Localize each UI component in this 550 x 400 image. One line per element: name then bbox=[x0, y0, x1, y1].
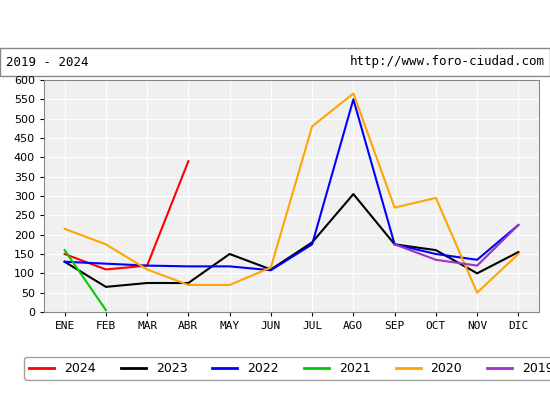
Legend: 2024, 2023, 2022, 2021, 2020, 2019: 2024, 2023, 2022, 2021, 2020, 2019 bbox=[24, 357, 550, 380]
2023 bbox=[102, 284, 109, 289]
2020 bbox=[267, 265, 274, 270]
2021 bbox=[61, 248, 68, 252]
Text: 2019 - 2024: 2019 - 2024 bbox=[6, 56, 88, 68]
2022 bbox=[227, 264, 233, 269]
2022 bbox=[309, 242, 316, 247]
2020 bbox=[227, 282, 233, 287]
2023 bbox=[432, 248, 439, 252]
Line: 2019: 2019 bbox=[395, 225, 518, 266]
2024 bbox=[102, 267, 109, 272]
2020 bbox=[432, 196, 439, 200]
2022 bbox=[267, 268, 274, 273]
2020 bbox=[102, 242, 109, 247]
2020 bbox=[474, 290, 481, 295]
2022 bbox=[61, 259, 68, 264]
2023 bbox=[144, 281, 151, 286]
2019 bbox=[515, 222, 521, 227]
2023 bbox=[515, 250, 521, 254]
Text: http://www.foro-ciudad.com: http://www.foro-ciudad.com bbox=[349, 56, 544, 68]
2022 bbox=[102, 261, 109, 266]
2023 bbox=[227, 252, 233, 256]
Text: Evolucion Nº Turistas Nacionales en el municipio de Regumiel de la Sierra: Evolucion Nº Turistas Nacionales en el m… bbox=[0, 16, 550, 32]
2024 bbox=[185, 159, 192, 164]
2020 bbox=[392, 205, 398, 210]
2022 bbox=[515, 222, 521, 227]
2022 bbox=[185, 264, 192, 269]
Line: 2021: 2021 bbox=[65, 250, 106, 310]
FancyBboxPatch shape bbox=[0, 48, 550, 76]
2019 bbox=[392, 242, 398, 247]
2019 bbox=[474, 263, 481, 268]
2019 bbox=[432, 258, 439, 262]
2022 bbox=[432, 252, 439, 256]
2022 bbox=[474, 258, 481, 262]
2021 bbox=[102, 308, 109, 312]
2020 bbox=[350, 91, 356, 96]
2023 bbox=[61, 259, 68, 264]
2022 bbox=[144, 263, 151, 268]
2020 bbox=[309, 124, 316, 129]
2023 bbox=[309, 240, 316, 245]
2023 bbox=[185, 281, 192, 286]
2023 bbox=[267, 267, 274, 272]
2020 bbox=[61, 226, 68, 231]
2022 bbox=[350, 97, 356, 102]
Line: 2020: 2020 bbox=[65, 94, 518, 293]
2023 bbox=[392, 242, 398, 247]
2024 bbox=[61, 252, 68, 256]
2020 bbox=[515, 252, 521, 256]
Line: 2024: 2024 bbox=[65, 161, 188, 270]
2023 bbox=[350, 192, 356, 196]
Line: 2023: 2023 bbox=[65, 194, 518, 287]
2024 bbox=[144, 263, 151, 268]
2023 bbox=[474, 271, 481, 276]
2020 bbox=[185, 282, 192, 287]
Line: 2022: 2022 bbox=[65, 99, 518, 270]
2020 bbox=[144, 267, 151, 272]
2022 bbox=[392, 242, 398, 247]
